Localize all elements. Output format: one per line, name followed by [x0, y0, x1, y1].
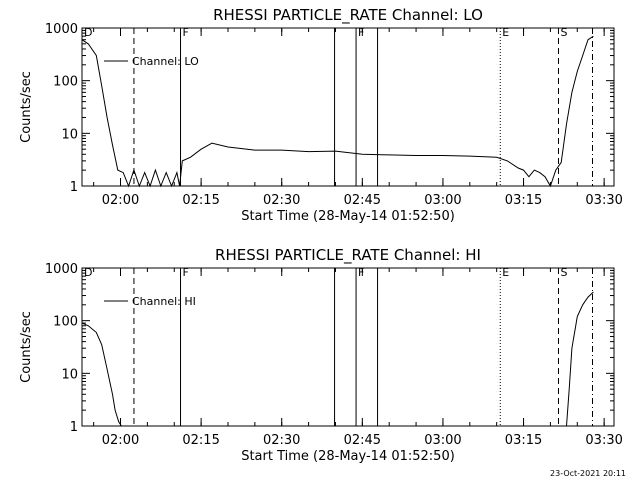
event-marker-label: F — [358, 266, 364, 279]
event-marker-label: S — [560, 266, 567, 279]
x-tick-label: 02:00 — [102, 193, 139, 208]
x-axis-label: Start Time (28-May-14 01:52:50) — [241, 209, 455, 224]
x-tick-label: 03:15 — [505, 193, 542, 208]
panels: RHESSI PARTICLE_RATE Channel: LO Counts/s… — [19, 6, 623, 464]
x-tick-label: 02:00 — [102, 433, 139, 448]
legend-label: Channel: LO — [132, 55, 199, 68]
event-marker-label: S — [560, 26, 567, 39]
x-tick-label: 02:45 — [344, 193, 381, 208]
y-tick-label: 100 — [53, 315, 78, 330]
x-tick-label: 03:30 — [585, 193, 622, 208]
x-tick-label: 02:45 — [344, 433, 381, 448]
x-tick-label: 03:15 — [505, 433, 542, 448]
x-tick-label: 03:00 — [424, 193, 461, 208]
timestamp-stamp: 23-Oct-2021 20:11 — [550, 469, 626, 478]
y-tick-label: 1000 — [45, 22, 78, 37]
x-tick-label: 02:15 — [182, 433, 219, 448]
x-tick-label: 03:00 — [424, 433, 461, 448]
x-tick-label: 03:30 — [585, 433, 622, 448]
y-tick-label: 1 — [70, 180, 78, 195]
y-tick-label: 1 — [70, 420, 78, 435]
event-marker-label: E — [502, 26, 509, 39]
x-tick-label: 02:30 — [263, 193, 300, 208]
event-marker-label: D — [84, 266, 92, 279]
y-tick-label: 1000 — [45, 262, 78, 277]
chart-panel-lo: RHESSI PARTICLE_RATE Channel: LO Counts/s… — [19, 6, 623, 224]
y-tick-label: 10 — [61, 367, 78, 382]
chart-panel-hi: RHESSI PARTICLE_RATE Channel: HI Counts/s… — [19, 246, 623, 464]
chart-title: RHESSI PARTICLE_RATE Channel: LO — [213, 6, 483, 25]
event-marker-label: E — [502, 266, 509, 279]
x-tick-label: 02:30 — [263, 433, 300, 448]
event-marker-label: F — [358, 26, 364, 39]
chart-title: RHESSI PARTICLE_RATE Channel: HI — [215, 246, 481, 265]
y-tick-label: 100 — [53, 75, 78, 90]
legend-label: Channel: HI — [132, 295, 196, 308]
y-axis-label: Counts/sec — [19, 311, 34, 383]
series-line — [81, 35, 594, 188]
x-axis-label: Start Time (28-May-14 01:52:50) — [241, 449, 455, 464]
series-line — [81, 291, 594, 427]
y-axis-label: Counts/sec — [19, 71, 34, 143]
plot-frame — [81, 27, 615, 187]
event-marker-label: D — [84, 26, 92, 39]
event-marker-label: F — [183, 26, 189, 39]
y-tick-label: 10 — [61, 127, 78, 142]
event-marker-label: F — [183, 266, 189, 279]
plot-frame — [81, 267, 615, 427]
x-tick-label: 02:15 — [182, 193, 219, 208]
